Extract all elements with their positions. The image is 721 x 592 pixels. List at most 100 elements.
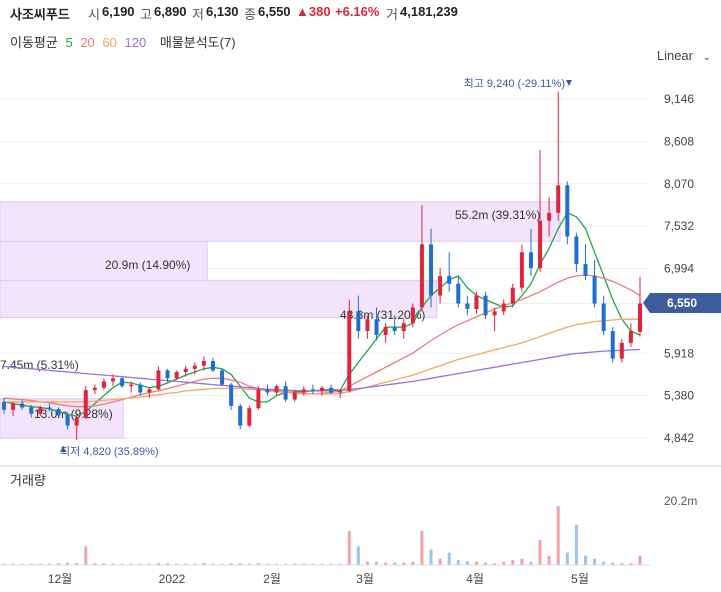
max-price-annotation: 최고 9,240 (-29.11%)	[464, 77, 565, 90]
volume-bar	[47, 563, 51, 565]
candle-body	[147, 389, 152, 393]
candle-body	[165, 370, 170, 379]
candle-body	[192, 365, 197, 369]
open-value: 6,190	[102, 4, 135, 19]
candle-body	[210, 360, 215, 371]
volume-bar	[193, 563, 197, 565]
volume-profile-label: 13.0m (9.28%)	[34, 407, 113, 421]
stock-header: 사조씨푸드 시 6,190 고 6,890 저 6,130 종 6,550 ▲3…	[0, 0, 721, 24]
volume-bar	[356, 546, 360, 565]
x-tick-label: 5월	[571, 572, 589, 586]
candle-body	[229, 384, 234, 406]
candle-body	[556, 185, 561, 213]
candle-body	[265, 389, 270, 393]
scale-label: Linear	[656, 48, 693, 63]
ma-120-line	[3, 348, 641, 392]
volume-bar	[256, 563, 260, 565]
close-value: 6,550	[258, 4, 291, 19]
candle-body	[201, 360, 206, 366]
volume-bar	[520, 558, 524, 565]
max-marker-icon	[566, 80, 572, 86]
volume-bar	[465, 561, 469, 565]
volume-bar	[411, 561, 415, 565]
y-axis: 9,146 8,608 8,070 7,532 6,994 5,918 5,380 4,842	[664, 92, 694, 445]
candle-body	[574, 236, 579, 265]
candle-body	[401, 323, 406, 332]
candle-body	[120, 378, 125, 387]
low-label: 저	[192, 7, 204, 22]
candle-body	[510, 287, 515, 304]
candle-body	[565, 185, 570, 237]
last-price-label: 6,550	[667, 296, 697, 310]
volume-bar	[429, 549, 433, 565]
candle-body	[156, 370, 161, 390]
candle-body	[329, 387, 334, 393]
candle-body	[29, 407, 34, 414]
volume-bar	[220, 563, 224, 565]
volume-bar	[593, 558, 597, 565]
candle-body	[183, 368, 188, 372]
volume-bar	[583, 555, 587, 565]
y-tick-label: 4,842	[664, 431, 694, 445]
ma-5-label[interactable]: 5	[65, 35, 73, 50]
candle-body	[320, 387, 324, 391]
scale-toggle-button[interactable]: Linear ⌄	[657, 48, 711, 63]
volume-bar	[320, 563, 324, 565]
min-marker-icon	[60, 446, 66, 452]
volume-bar	[129, 563, 133, 565]
candle-body	[492, 311, 497, 316]
candle-body	[101, 381, 106, 388]
volume-bar	[138, 563, 142, 565]
volume-bar	[529, 561, 533, 565]
x-tick-label: 3월	[356, 572, 374, 586]
volume-bar	[102, 563, 106, 565]
candle-body	[365, 319, 370, 332]
volume-bar	[84, 546, 88, 565]
volume-bar	[111, 563, 115, 565]
volume-profile-label: 43.8m (31.20%)	[340, 308, 425, 322]
ma-120-label[interactable]: 120	[124, 35, 147, 50]
volume-bar	[175, 563, 179, 565]
volume-bar	[447, 552, 451, 565]
volume-profile: 13.0m (9.28%)7.45m (5.31%)43.8m (31.20%)…	[0, 201, 561, 439]
volume-bar	[502, 561, 506, 565]
volume-bar	[202, 563, 206, 565]
volume-bar	[11, 563, 15, 565]
volume-bar	[338, 563, 342, 565]
candle-body	[429, 244, 434, 296]
candle-body	[347, 311, 352, 391]
volume-profile-box	[0, 201, 561, 242]
x-tick-label: 2022	[159, 572, 186, 586]
candle-body	[483, 295, 488, 316]
volume-bar	[302, 563, 306, 565]
volume-value: 4,181,239	[400, 4, 458, 19]
volume-bar	[247, 563, 251, 565]
candle-body	[74, 417, 79, 426]
volume-bar	[384, 562, 388, 565]
change-percent: +6.16%	[335, 4, 380, 19]
volume-bar	[38, 563, 42, 565]
candle-body	[528, 252, 533, 269]
y-tick-label: 8,608	[664, 134, 694, 148]
candle-body	[238, 405, 243, 426]
volume-bar	[20, 563, 24, 565]
volume-bars	[0, 506, 650, 566]
volume-profile-label[interactable]: 매물분석도(7)	[159, 35, 236, 50]
volume-bar	[120, 563, 124, 565]
volume-bar	[329, 563, 333, 565]
volume-label: 거	[386, 7, 398, 22]
candle-body	[338, 390, 343, 393]
candle-body	[592, 275, 597, 304]
volume-bar	[556, 506, 560, 565]
volume-bar	[574, 524, 578, 565]
candle-body	[356, 311, 361, 332]
high-value: 6,890	[154, 4, 187, 19]
candle-body	[474, 295, 479, 309]
candle-body	[383, 327, 388, 335]
candle-body	[247, 408, 252, 426]
ma-60-label[interactable]: 60	[102, 35, 117, 50]
ma-20-label[interactable]: 20	[80, 35, 95, 50]
candle-body	[419, 244, 424, 308]
volume-bar	[602, 561, 606, 565]
